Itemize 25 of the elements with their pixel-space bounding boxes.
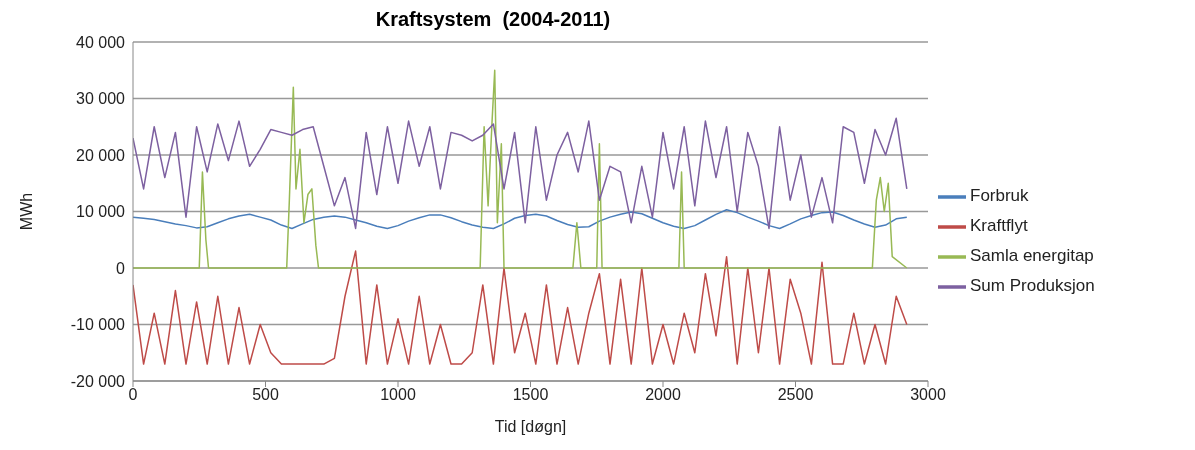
x-tick-label: 500 <box>252 386 279 404</box>
x-tick-label: 3000 <box>910 386 946 404</box>
y-axis-title: MWh <box>17 192 35 231</box>
x-tick-label: 0 <box>128 386 138 404</box>
x-tick-label: 1000 <box>380 386 416 404</box>
legend-label: Sum Produksjon <box>970 276 1095 295</box>
line-series <box>133 250 908 365</box>
y-tick-label: 10 000 <box>76 203 126 221</box>
x-tick-label: 2000 <box>645 386 681 404</box>
y-tick-label: 20 000 <box>76 146 126 164</box>
legend-label: Kraftflyt <box>970 216 1028 235</box>
chart-title: Kraftsystem (2004-2011) <box>375 8 611 30</box>
y-tick-label: -10 000 <box>70 316 126 334</box>
y-tick-label: 40 000 <box>76 33 126 51</box>
y-tick-label: -20 000 <box>70 372 126 390</box>
line-series <box>133 69 908 269</box>
legend-label: Forbruk <box>970 186 1029 205</box>
x-tick-label: 2500 <box>777 386 814 404</box>
line-series <box>133 209 908 230</box>
line-series <box>133 117 908 230</box>
legend-label: Samla energitap <box>970 246 1094 265</box>
x-tick-label: 1500 <box>512 386 549 404</box>
y-tick-label: 30 000 <box>76 90 126 108</box>
y-tick-label: 0 <box>116 259 126 277</box>
x-axis-title: Tid [døgn] <box>494 418 567 435</box>
